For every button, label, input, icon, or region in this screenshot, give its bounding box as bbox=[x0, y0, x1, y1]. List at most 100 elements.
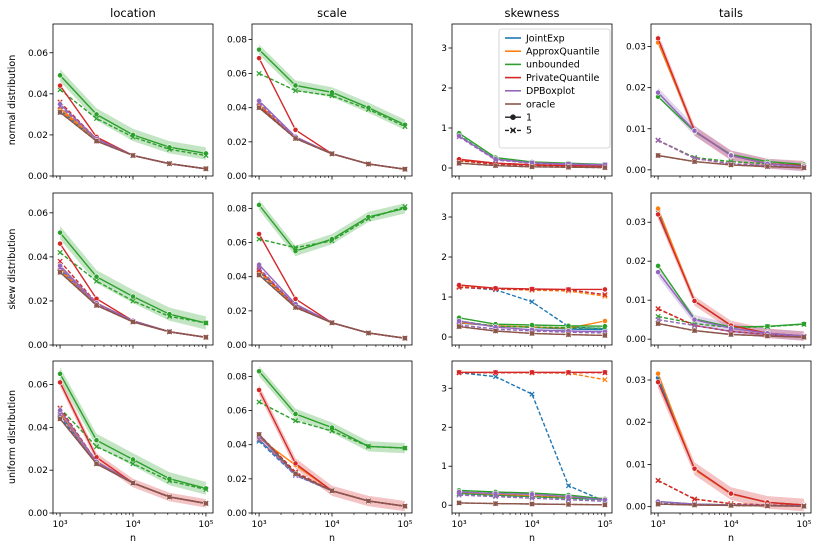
point-oracle-5 bbox=[292, 471, 299, 477]
legend-box bbox=[498, 28, 611, 149]
point-oracle-5 bbox=[456, 323, 462, 330]
point-dpboxplot-1 bbox=[57, 407, 63, 414]
point-oracle-5 bbox=[166, 494, 173, 500]
point-dpboxplot-5 bbox=[691, 322, 698, 329]
y-tick-label: 0.02 bbox=[626, 257, 646, 267]
y-tick-label: 0.01 bbox=[626, 125, 646, 135]
series-line-jointexp-5 bbox=[258, 272, 405, 339]
point-oracle-5 bbox=[203, 166, 209, 172]
point-oracle-5 bbox=[764, 163, 771, 170]
point-unbounded-5 bbox=[166, 478, 173, 484]
series-line-approxquantile-1 bbox=[258, 269, 405, 339]
panel-data bbox=[655, 205, 807, 341]
point-dpboxplot-5 bbox=[256, 99, 262, 106]
y-tick-label: 0.08 bbox=[227, 372, 247, 382]
point-oracle-5 bbox=[256, 431, 262, 438]
panel-data bbox=[256, 366, 408, 512]
point-oracle-5 bbox=[57, 109, 63, 115]
point-oracle-5 bbox=[529, 164, 535, 170]
point-privatequantile-5 bbox=[456, 284, 462, 291]
y-tick-label: 0.06 bbox=[227, 70, 247, 80]
point-dpboxplot-1 bbox=[655, 89, 661, 96]
x-tick-label: 10³ bbox=[53, 520, 68, 530]
series-line-unbounded-5 bbox=[258, 72, 406, 128]
column-title-location: location bbox=[110, 6, 156, 20]
panel-r1-c0: 0.00 0.02 0.04 0.06 bbox=[28, 192, 214, 351]
point-oracle-5 bbox=[602, 164, 608, 171]
x-tick-label: 10³ bbox=[452, 520, 467, 530]
y-tick-label: 0.04 bbox=[227, 104, 247, 114]
point-unbounded-5 bbox=[402, 123, 408, 130]
x-tick-label: 10³ bbox=[651, 520, 666, 530]
point-unbounded-5 bbox=[256, 399, 262, 405]
point-privatequantile-5 bbox=[256, 267, 262, 273]
x-tick-label: 10³ bbox=[252, 520, 267, 530]
column-title-tails: tails bbox=[719, 6, 743, 20]
panel-data bbox=[256, 199, 408, 342]
y-tick-label: 0.01 bbox=[626, 460, 646, 470]
point-jointexp-5 bbox=[565, 483, 572, 489]
point-oracle-5 bbox=[602, 332, 608, 339]
band-privatequantile-1 bbox=[658, 33, 804, 171]
point-oracle-5 bbox=[801, 334, 807, 340]
point-privatequantile-1 bbox=[728, 490, 734, 497]
point-dpboxplot-5 bbox=[256, 265, 262, 271]
series-line-privatequantile-1 bbox=[657, 381, 804, 506]
point-dpboxplot-5 bbox=[492, 157, 499, 163]
series-line-jointexp-5 bbox=[459, 372, 606, 502]
row-label-1: skew distribution bbox=[7, 229, 18, 310]
point-privatequantile-5 bbox=[655, 306, 661, 312]
y-tick-label: 0.04 bbox=[28, 423, 48, 433]
legend-label-dpboxplot: DPBoxplot bbox=[526, 86, 575, 97]
point-unbounded-5 bbox=[365, 443, 372, 450]
y-tick-label: 0.00 bbox=[227, 341, 247, 351]
panel-r2-c0: 0.00 0.02 0.04 0.06 10³ 10⁴ 10⁵ n bbox=[28, 360, 214, 544]
point-privatequantile-5 bbox=[529, 370, 535, 376]
point-privatequantile-1 bbox=[292, 295, 299, 302]
series-line-oracle-5 bbox=[59, 271, 207, 338]
point-unbounded-5 bbox=[93, 115, 100, 122]
point-unbounded-1 bbox=[292, 82, 299, 89]
series-line-unbounded-1 bbox=[59, 74, 207, 155]
point-privatequantile-1 bbox=[602, 286, 608, 293]
point-privatequantile-1 bbox=[655, 35, 661, 42]
y-tick-label: 0.02 bbox=[227, 307, 247, 317]
panel-data bbox=[57, 226, 209, 341]
point-oracle-5 bbox=[691, 327, 698, 334]
point-privatequantile-1 bbox=[256, 387, 262, 393]
point-unbounded-1 bbox=[93, 273, 100, 280]
series-line-oracle-1 bbox=[258, 274, 405, 339]
point-oracle-5 bbox=[203, 500, 209, 506]
series-line-dpboxplot-1 bbox=[258, 264, 405, 339]
point-privatequantile-1 bbox=[691, 298, 698, 304]
point-dpboxplot-5 bbox=[57, 103, 63, 109]
point-dpboxplot-5 bbox=[565, 497, 572, 503]
point-dpboxplot-5 bbox=[655, 137, 661, 143]
band-privatequantile-1 bbox=[658, 209, 804, 341]
column-title-skewness: skewness bbox=[504, 6, 559, 20]
point-privatequantile-5 bbox=[492, 370, 499, 376]
point-unbounded-1 bbox=[256, 368, 262, 375]
point-oracle-5 bbox=[602, 502, 608, 508]
point-unbounded-5 bbox=[402, 445, 408, 451]
point-privatequantile-5 bbox=[456, 370, 462, 376]
panel-r1-c1: 0.00 0.02 0.04 0.06 0.08 bbox=[227, 192, 413, 351]
point-privatequantile-1 bbox=[655, 211, 661, 218]
point-oracle-5 bbox=[456, 160, 462, 166]
panel-data bbox=[655, 33, 807, 172]
point-approxquantile-5 bbox=[602, 377, 608, 383]
point-oracle-5 bbox=[329, 488, 335, 494]
panel-data bbox=[256, 44, 408, 173]
point-dpboxplot-1 bbox=[529, 491, 535, 498]
point-privatequantile-5 bbox=[602, 370, 608, 376]
point-oracle-5 bbox=[130, 480, 136, 486]
point-unbounded-1 bbox=[130, 456, 136, 463]
legend-style-label-5: 5 bbox=[526, 126, 532, 137]
series-line-dpboxplot-5 bbox=[258, 267, 405, 339]
y-tick-label: 1 bbox=[441, 293, 447, 303]
point-unbounded-1 bbox=[93, 111, 100, 118]
legend-label-unbounded: unbounded bbox=[526, 60, 580, 71]
point-unbounded-5 bbox=[329, 428, 335, 434]
panel-r2-c1: 0.00 0.02 0.04 0.06 0.08 10³ 10⁴ 10⁵ n bbox=[227, 360, 413, 544]
point-unbounded-5 bbox=[329, 93, 335, 99]
